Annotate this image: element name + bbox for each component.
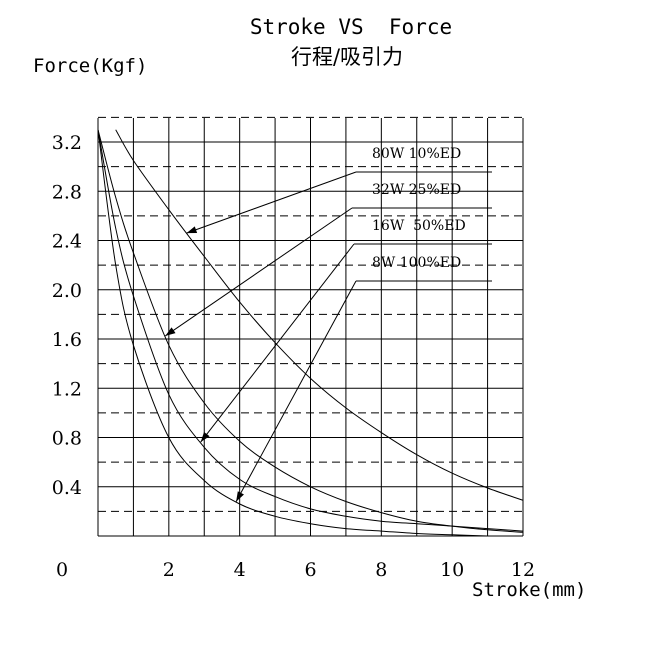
leader-arrowhead: [236, 491, 244, 502]
series-line: [97, 129, 524, 532]
x-tick-label: 2: [163, 559, 175, 581]
series-line: [115, 129, 524, 501]
chart-subtitle: 行程/吸引力: [291, 45, 403, 69]
y-tick-label: 1.2: [52, 378, 82, 400]
series-label: 8W 100%ED: [372, 255, 461, 271]
x-axis-label: Stroke(mm): [472, 579, 586, 601]
series-curves: [97, 129, 524, 537]
leader-arrowhead: [165, 327, 176, 336]
y-tick-label: 2.0: [52, 280, 82, 302]
x-tick-label: 8: [375, 559, 387, 581]
leader-arrowhead: [200, 432, 210, 443]
leader-line: [165, 207, 353, 337]
y-tick-label: 0.4: [52, 477, 82, 499]
y-tick-label: 0.8: [52, 428, 82, 450]
series-line: [97, 129, 488, 537]
gridlines: [97, 116, 524, 537]
leader-line: [200, 243, 355, 443]
leader-line: [235, 280, 357, 502]
leader-line: [186, 171, 357, 234]
y-tick-label: 2.4: [52, 231, 82, 253]
leader-arrowhead: [186, 226, 198, 234]
y-tick-label: 3.2: [52, 132, 82, 154]
x-tick-label: 4: [234, 559, 246, 581]
series-labels: 80W 10%ED 32W 25%ED 16W 50%ED 8W 100%ED: [165, 146, 492, 502]
series-label: 16W 50%ED: [372, 218, 466, 234]
chart-title: Stroke VS Force: [250, 15, 452, 39]
y-tick-label: 2.8: [52, 181, 82, 203]
y-axis-label: Force(Kgf): [33, 55, 147, 77]
series-label: 80W 10%ED: [372, 146, 461, 162]
series-label: 32W 25%ED: [372, 182, 461, 198]
tick-labels: 0 2 4 6 8 10 12 0.4 0.8 1.2 1.6 2.0 2.4 2.8 3.2: [52, 132, 535, 581]
x-tick-label: 12: [511, 559, 535, 581]
x-tick-label: 0: [56, 559, 68, 581]
y-tick-label: 1.6: [52, 329, 82, 351]
x-tick-label: 10: [440, 559, 464, 581]
x-tick-label: 6: [304, 559, 316, 581]
